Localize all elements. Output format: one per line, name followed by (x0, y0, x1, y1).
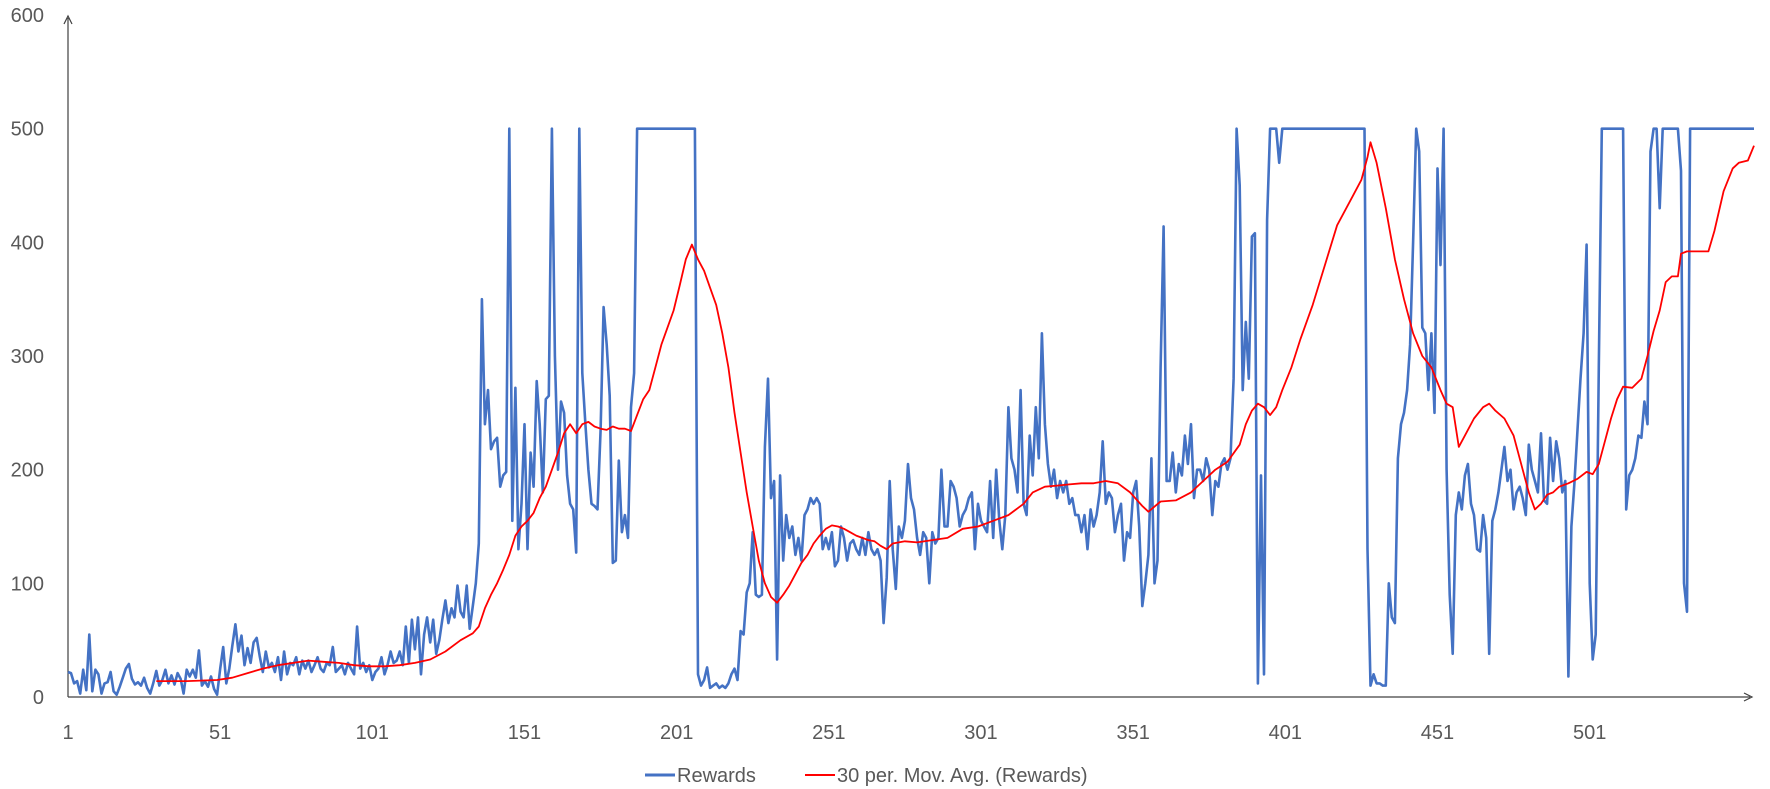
x-tick-label: 51 (209, 722, 231, 744)
x-tick-label: 251 (812, 722, 845, 744)
x-tick-label: 101 (356, 722, 389, 744)
legend: Rewards 30 per. Mov. Avg. (Rewards) (645, 765, 1087, 787)
x-tick-label: 151 (508, 722, 541, 744)
x-tick-label: 301 (964, 722, 997, 744)
x-axis-arrow (1743, 692, 1754, 702)
series-layer (67, 127, 1755, 696)
y-axis-arrow (63, 14, 73, 25)
y-tick-label: 100 (11, 573, 44, 595)
x-tick-label: 401 (1269, 722, 1302, 744)
moving-average-series-line (156, 141, 1755, 682)
y-tick-label: 500 (11, 119, 44, 141)
x-tick-label: 351 (1116, 722, 1149, 744)
y-tick-label: 300 (11, 346, 44, 368)
x-tick-label: 1 (62, 722, 73, 744)
y-tick-label: 0 (33, 687, 44, 709)
legend-label-rewards: Rewards (677, 765, 756, 787)
legend-label-moving-average: 30 per. Mov. Avg. (Rewards) (837, 765, 1087, 787)
x-tick-label: 451 (1421, 722, 1454, 744)
x-axis-tick-labels: 1 51 101 151 201 251 301 351 401 451 501 (62, 722, 1606, 744)
y-tick-label: 200 (11, 460, 44, 482)
y-tick-label: 600 (11, 5, 44, 27)
x-tick-label: 501 (1573, 722, 1606, 744)
rewards-series-line (67, 127, 1754, 696)
y-tick-label: 400 (11, 232, 44, 254)
y-axis-tick-labels: 0 100 200 300 400 500 600 (11, 5, 44, 709)
x-tick-label: 201 (660, 722, 693, 744)
